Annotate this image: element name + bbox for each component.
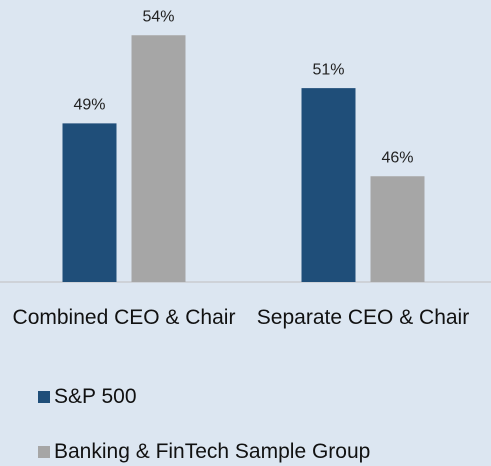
bar <box>301 88 356 282</box>
value-label: 54% <box>142 8 174 25</box>
legend-item: S&P 500 <box>38 385 137 409</box>
x-tick-label: Separate CEO & Chair <box>256 306 470 329</box>
legend-swatch <box>38 391 50 403</box>
value-label: 46% <box>381 149 413 166</box>
x-tick-label: Combined CEO & Chair <box>12 306 236 329</box>
legend-item: Banking & FinTech Sample Group <box>38 440 370 464</box>
bar <box>370 176 425 282</box>
value-label: 49% <box>73 97 105 114</box>
legend-label: S&P 500 <box>54 385 137 408</box>
legend-label: Banking & FinTech Sample Group <box>54 440 371 463</box>
bar <box>62 123 117 282</box>
value-label: 51% <box>312 61 344 78</box>
legend-swatch <box>38 446 50 458</box>
bar <box>131 35 186 282</box>
